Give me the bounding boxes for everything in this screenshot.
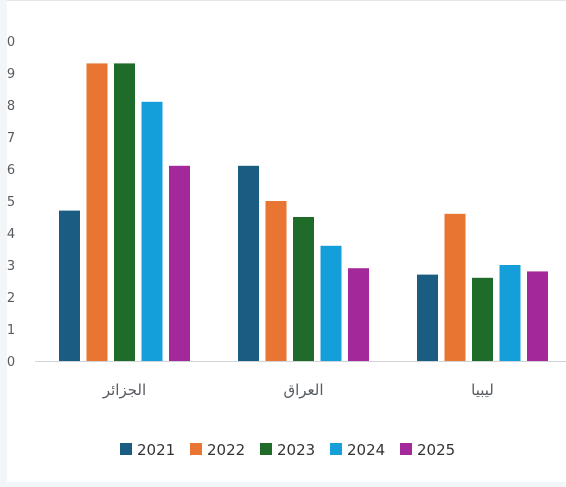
y-tick-label: 0 xyxy=(7,35,15,50)
bar-2024 xyxy=(499,265,521,361)
y-tick-label: 2 xyxy=(7,291,15,306)
legend-label: 2023 xyxy=(277,441,315,459)
legend-label: 2024 xyxy=(347,441,385,459)
y-tick-label: 8 xyxy=(7,99,15,114)
y-tick-label: 5 xyxy=(7,195,15,210)
legend-label: 2022 xyxy=(207,441,245,459)
bar-2021 xyxy=(59,210,80,361)
legend-swatch-2025 xyxy=(400,443,412,455)
y-tick-label: 1 xyxy=(7,323,15,338)
bar-chart: 0 1 2 3 4 5 6 7 8 9 0 الجزائر العراق ليبيا 2021 2022 202… xyxy=(7,35,566,459)
y-tick-label: 4 xyxy=(7,227,15,242)
y-tick-label: 6 xyxy=(7,163,15,178)
bar-2021 xyxy=(417,274,438,361)
bar-2024 xyxy=(141,101,163,362)
legend-label: 2025 xyxy=(417,441,455,459)
bar-2025 xyxy=(348,268,369,361)
legend-swatch-2021 xyxy=(120,443,132,455)
bar-2021 xyxy=(238,165,259,361)
legend-label: 2021 xyxy=(137,441,175,459)
bar-2023 xyxy=(472,277,493,361)
legend-swatch-2022 xyxy=(190,443,202,455)
legend-swatch-2024 xyxy=(330,443,342,455)
bar-2023 xyxy=(114,63,135,362)
bar-2024 xyxy=(320,245,342,361)
bar-2022 xyxy=(265,201,287,361)
bar-2025 xyxy=(169,165,190,361)
x-category-label: الجزائر xyxy=(102,381,146,399)
bar-2022 xyxy=(444,213,466,361)
y-tick-label: 0 xyxy=(7,355,15,370)
y-tick-label: 7 xyxy=(7,131,15,146)
x-category-label: العراق xyxy=(283,381,323,399)
bar-2023 xyxy=(293,217,314,361)
chart-card: 0 1 2 3 4 5 6 7 8 9 0 الجزائر العراق ليبيا 2021 2022 202… xyxy=(7,0,566,482)
bar-2022 xyxy=(86,63,108,362)
legend-swatch-2023 xyxy=(260,443,272,455)
y-tick-label: 9 xyxy=(7,67,15,82)
y-tick-label: 3 xyxy=(7,259,15,274)
bar-2025 xyxy=(527,271,548,361)
x-category-label: ليبيا xyxy=(471,381,494,399)
